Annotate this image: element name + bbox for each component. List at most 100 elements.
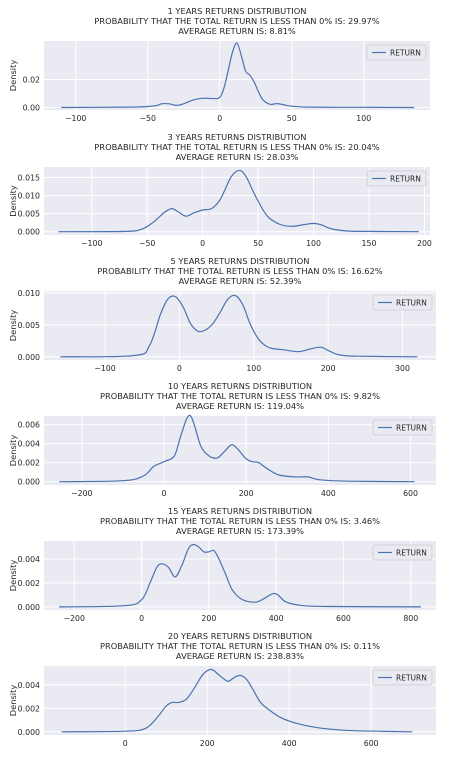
x-tick-label: 0	[200, 239, 205, 248]
chart-title-line: AVERAGE RETURN IS: 238.83%	[176, 651, 304, 661]
plot-area	[44, 167, 430, 235]
legend-label: RETURN	[390, 48, 421, 57]
y-tick-label: 0.004	[18, 555, 40, 564]
y-tick-label: 0.004	[18, 681, 40, 690]
series-line-return	[60, 294, 418, 358]
y-axis-label: Density	[8, 310, 18, 342]
plot-area	[44, 416, 436, 485]
y-axis-label: Density	[8, 435, 18, 467]
chart-title-line: 5 YEARS RETURNS DISTRIBUTION	[171, 256, 310, 266]
x-tick-label: 300	[395, 364, 410, 373]
x-tick-label: 200	[201, 614, 216, 623]
legend-box	[372, 294, 433, 311]
x-tick-label: 0	[161, 489, 166, 498]
x-tick-label: 200	[239, 489, 254, 498]
chart-panel-5: 15 YEARS RETURNS DISTRIBUTIONPROBABILITY…	[8, 506, 436, 623]
x-tick-label: −50	[139, 239, 155, 248]
chart-title-line: AVERAGE RETURN IS: 173.39%	[176, 526, 304, 536]
chart-title-line: PROBABILITY THAT THE TOTAL RETURN IS LES…	[94, 142, 380, 152]
plot-area	[44, 41, 430, 110]
series-line-return	[61, 42, 415, 109]
x-tick-label: 400	[321, 489, 336, 498]
y-tick-label: 0.000	[18, 603, 40, 612]
y-axis-label: Density	[8, 560, 18, 592]
legend: RETURN	[366, 44, 427, 61]
x-tick-label: 50	[287, 114, 297, 123]
y-tick-label: 0.010	[18, 192, 40, 201]
legend: RETURN	[366, 170, 427, 187]
y-axis-label: Density	[8, 60, 18, 92]
legend-box	[372, 419, 433, 436]
chart-panel-6: 20 YEARS RETURNS DISTRIBUTIONPROBABILITY…	[8, 631, 436, 748]
y-tick-label: 0.015	[18, 173, 40, 182]
x-tick-label: 50	[253, 239, 263, 248]
chart-title-line: AVERAGE RETURN IS: 119.04%	[176, 401, 304, 411]
x-tick-label: 100	[246, 364, 261, 373]
legend-label: RETURN	[396, 423, 427, 432]
series-line-return	[61, 668, 413, 733]
chart-title-line: AVERAGE RETURN IS: 28.03%	[176, 152, 299, 162]
legend: RETURN	[372, 669, 433, 686]
y-tick-label: 0.000	[18, 228, 40, 237]
x-tick-label: 100	[356, 114, 371, 123]
legend-label: RETURN	[390, 174, 421, 183]
x-tick-label: −100	[65, 114, 86, 123]
legend-box	[372, 669, 433, 686]
chart-title-line: 3 YEARS RETURNS DISTRIBUTION	[168, 132, 307, 142]
x-tick-label: 0	[139, 614, 144, 623]
x-tick-label: 400	[282, 739, 297, 748]
legend-box	[372, 544, 433, 561]
x-tick-label: −200	[64, 614, 85, 623]
legend: RETURN	[372, 419, 433, 436]
x-tick-label: 200	[417, 239, 432, 248]
legend-label: RETURN	[396, 298, 427, 307]
series-line-return	[58, 169, 419, 233]
y-tick-label: 0.005	[18, 210, 40, 219]
y-tick-label: 0.000	[18, 478, 40, 487]
chart-panel-1: 1 YEARS RETURNS DISTRIBUTIONPROBABILITY …	[8, 6, 430, 123]
series-line-return	[59, 543, 421, 608]
chart-title-line: PROBABILITY THAT THE TOTAL RETURN IS LES…	[94, 16, 380, 26]
x-tick-label: 400	[269, 614, 284, 623]
x-tick-label: −100	[81, 239, 102, 248]
x-tick-label: 0	[177, 364, 182, 373]
x-tick-label: 0	[123, 739, 128, 748]
y-axis-label: Density	[8, 185, 18, 217]
legend-label: RETURN	[396, 548, 427, 557]
legend: RETURN	[372, 544, 433, 561]
y-tick-label: 0.005	[18, 321, 40, 330]
chart-panel-4: 10 YEARS RETURNS DISTRIBUTIONPROBABILITY…	[8, 381, 436, 498]
chart-title-line: 15 YEARS RETURNS DISTRIBUTION	[168, 506, 312, 516]
legend-label: RETURN	[396, 673, 427, 682]
y-tick-label: 0.004	[18, 440, 40, 449]
y-tick-label: 0.000	[18, 728, 40, 737]
plot-area	[44, 666, 436, 735]
chart-panel-3: 5 YEARS RETURNS DISTRIBUTIONPROBABILITY …	[8, 256, 436, 373]
x-tick-label: −200	[71, 489, 92, 498]
x-tick-label: 600	[336, 614, 351, 623]
x-tick-label: 0	[217, 114, 222, 123]
chart-title-line: PROBABILITY THAT THE TOTAL RETURN IS LES…	[100, 391, 380, 401]
chart-title-line: PROBABILITY THAT THE TOTAL RETURN IS LES…	[100, 641, 380, 651]
x-tick-label: 800	[403, 614, 418, 623]
x-tick-label: −100	[94, 364, 115, 373]
legend-box	[366, 170, 427, 187]
y-axis-label: Density	[8, 685, 18, 717]
plot-area	[44, 291, 436, 360]
x-tick-label: 100	[306, 239, 321, 248]
chart-panel-2: 3 YEARS RETURNS DISTRIBUTIONPROBABILITY …	[8, 132, 432, 248]
x-tick-label: 150	[362, 239, 377, 248]
legend: RETURN	[372, 294, 433, 311]
chart-title-line: 10 YEARS RETURNS DISTRIBUTION	[168, 381, 312, 391]
chart-title-line: 20 YEARS RETURNS DISTRIBUTION	[168, 631, 312, 641]
chart-title-line: AVERAGE RETURN IS: 8.81%	[178, 26, 296, 36]
y-tick-label: 0.002	[18, 579, 40, 588]
y-tick-label: 0.000	[18, 353, 40, 362]
y-tick-label: 0.006	[18, 421, 40, 430]
y-tick-label: 0.002	[18, 459, 40, 468]
y-tick-label: 0.02	[23, 75, 40, 84]
y-tick-label: 0.002	[18, 704, 40, 713]
chart-title-line: PROBABILITY THAT THE TOTAL RETURN IS LES…	[100, 516, 380, 526]
chart-title-line: AVERAGE RETURN IS: 52.39%	[179, 276, 302, 286]
